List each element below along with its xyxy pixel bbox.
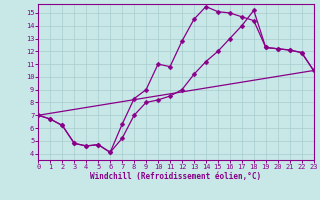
X-axis label: Windchill (Refroidissement éolien,°C): Windchill (Refroidissement éolien,°C): [91, 172, 261, 181]
